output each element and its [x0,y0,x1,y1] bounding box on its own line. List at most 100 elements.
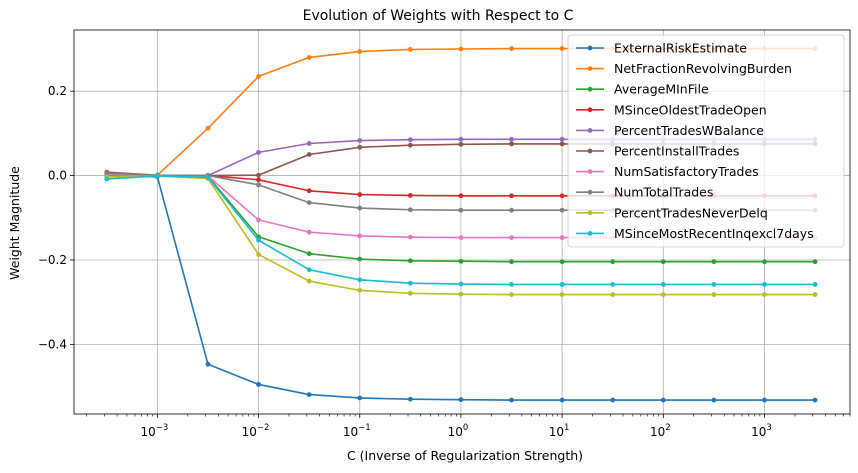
legend-label: NumSatisfactoryTrades [614,164,759,179]
data-point [509,193,514,199]
data-point [306,55,312,60]
legend-marker [587,127,593,133]
legend-label: PercentTradesNeverDelq [614,205,768,220]
data-point [458,235,464,241]
legend-label: MSinceMostRecentInqexcl7days [614,226,814,241]
x-axis-label: C (Inverse of Regularization Strength) [347,448,583,463]
data-point [711,292,717,297]
data-point [711,282,717,287]
data-point [660,397,666,403]
data-point [610,292,616,297]
data-point [306,141,312,146]
data-point [205,174,211,180]
y-axis-label: Weight Magnitude [7,166,22,280]
data-point [812,397,818,403]
x-tick-label: 101 [549,423,570,439]
data-point [812,292,818,297]
data-point [256,382,261,387]
data-point [762,292,767,297]
data-point [711,397,717,403]
data-point [559,397,565,403]
data-point [306,200,312,205]
legend-item: ExternalRiskEstimate [576,41,747,56]
data-point [407,234,413,240]
data-point [559,141,565,147]
legend-item: AverageMInFile [576,82,709,97]
data-point [812,259,818,265]
data-point [660,259,666,265]
data-point [256,74,261,79]
x-tick-exponent: −2 [257,423,270,433]
data-point [458,397,464,403]
x-tick-label: 100 [448,423,469,439]
legend-item: NetFractionRevolvingBurden [576,61,792,76]
legend-marker [587,45,593,51]
data-point [559,136,565,142]
legend-marker [587,189,593,195]
data-point [306,152,312,157]
data-point [306,267,312,273]
data-point [509,292,514,297]
data-point [357,395,363,401]
data-point [104,176,110,182]
data-point [610,282,616,287]
data-point [762,259,767,265]
data-point [357,49,363,54]
data-point [306,229,312,235]
data-point [458,207,464,213]
x-tick-base: 10 [242,425,257,439]
data-point [357,144,363,150]
legend-label: AverageMInFile [614,82,709,97]
data-point [306,188,312,194]
data-point [559,235,565,241]
data-point [458,193,464,199]
legend-item: PercentTradesNeverDelq [576,205,768,220]
data-point [407,258,413,264]
legend-marker [587,66,593,71]
data-point [509,46,514,51]
legend-label: MSinceOldestTradeOpen [614,102,767,117]
legend-item: MSinceMostRecentInqexcl7days [576,226,814,241]
legend-item: MSinceOldestTradeOpen [576,102,767,117]
x-tick-exponent: 3 [766,423,771,433]
data-point [306,251,312,257]
data-point [357,192,363,197]
data-point [509,207,514,213]
data-point [357,205,363,211]
data-point [357,287,363,293]
data-point [407,396,413,402]
legend-item: NumSatisfactoryTrades [576,164,759,179]
x-tick-base: 10 [549,425,564,439]
legend-marker [587,148,593,154]
data-point [812,282,818,287]
data-point [256,217,261,223]
data-point [104,170,110,176]
legend-item: NumTotalTrades [576,185,713,200]
data-point [458,141,464,147]
data-point [509,235,514,241]
series-8 [104,173,818,297]
data-point [509,141,514,147]
data-point [509,397,514,403]
data-point [357,256,363,262]
plot-frame [73,29,851,415]
data-point [407,47,413,52]
data-point [154,173,160,179]
data-point [407,142,413,148]
data-point [256,237,261,243]
x-tick-label: 103 [751,423,772,439]
x-tick-exponent: −1 [358,423,371,433]
legend-label: PercentTradesWBalance [614,123,764,138]
legend-marker [587,107,593,113]
data-point [256,252,261,257]
x-tick-exponent: 0 [463,423,468,433]
data-point [407,290,413,296]
x-tick-base: 10 [343,425,358,439]
data-point [256,172,261,178]
data-point [256,149,261,155]
data-point [559,46,565,51]
x-tick-base: 10 [140,425,155,439]
data-point [256,182,261,188]
